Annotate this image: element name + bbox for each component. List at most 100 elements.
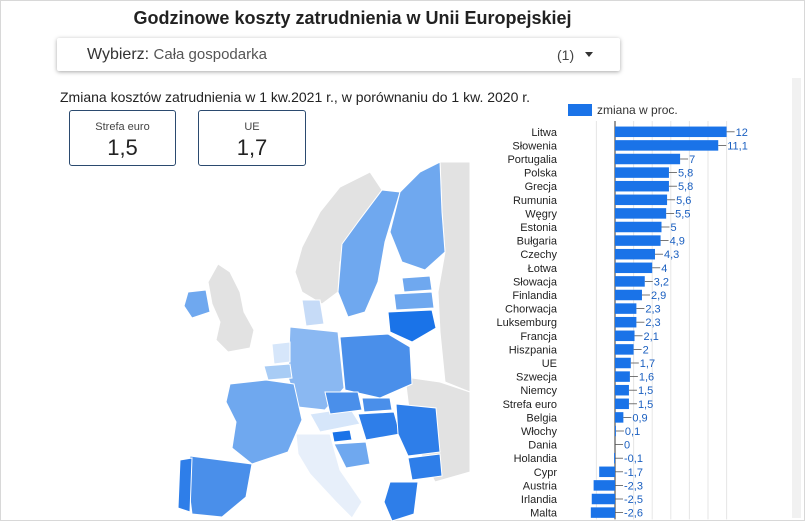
bar[interactable] bbox=[615, 303, 637, 314]
bar[interactable] bbox=[615, 289, 642, 301]
map-region-bulgaria bbox=[407, 453, 443, 481]
bar[interactable] bbox=[615, 140, 719, 151]
category-label: Hiszpania bbox=[509, 344, 558, 356]
map-region-finland bbox=[389, 161, 446, 271]
selector-label: Wybierz: Cała gospodarka bbox=[87, 46, 267, 63]
category-label: Bułgaria bbox=[517, 236, 558, 248]
value-label: 7 bbox=[689, 154, 695, 166]
bar[interactable] bbox=[615, 180, 669, 192]
kpi-value: 1,7 bbox=[236, 135, 268, 160]
kpi-value: 1,5 bbox=[107, 135, 138, 160]
bar[interactable] bbox=[615, 262, 653, 274]
bars: Litwa 12 Słowenia 11,1 Portugalia 7 Polska 5,8 G… bbox=[496, 126, 748, 520]
category-label: Dania bbox=[528, 440, 558, 452]
category-label: Niemcy bbox=[520, 385, 557, 397]
bar[interactable] bbox=[615, 167, 669, 178]
map-region-netherlands bbox=[271, 341, 291, 365]
value-label: 1,5 bbox=[638, 399, 653, 411]
legend-swatch bbox=[568, 104, 592, 116]
category-label: Austria bbox=[523, 480, 558, 492]
bar[interactable] bbox=[615, 221, 662, 233]
bar[interactable] bbox=[593, 480, 615, 491]
bar[interactable] bbox=[615, 208, 667, 219]
map-region-lithuania bbox=[387, 309, 437, 343]
value-label: -2,6 bbox=[624, 508, 643, 520]
value-label: 2,3 bbox=[645, 317, 660, 329]
category-label: Strefa euro bbox=[503, 399, 557, 411]
bar[interactable] bbox=[591, 493, 615, 505]
kpi-eu: UE 1,7 bbox=[198, 110, 306, 166]
kpi-label: UE bbox=[244, 121, 260, 133]
kpi-label: Strefa euro bbox=[95, 121, 150, 133]
bar[interactable] bbox=[614, 452, 615, 464]
selector-count: (1) bbox=[557, 47, 575, 63]
category-label: Holandia bbox=[514, 453, 558, 465]
bar[interactable] bbox=[615, 235, 661, 246]
value-label: 0,9 bbox=[632, 412, 647, 424]
map-region-slovakia bbox=[361, 397, 393, 413]
bar[interactable] bbox=[615, 248, 655, 260]
value-label: 4,3 bbox=[664, 249, 679, 261]
category-label: Portugalia bbox=[507, 154, 557, 166]
category-label: Litwa bbox=[531, 127, 558, 139]
category-label: Irlandia bbox=[521, 494, 558, 506]
category-label: Luksemburg bbox=[496, 317, 557, 329]
value-label: 0 bbox=[624, 440, 630, 452]
bar[interactable] bbox=[615, 153, 681, 165]
category-label: Estonia bbox=[520, 222, 558, 234]
map-region-denmark bbox=[301, 299, 325, 327]
map-region-slovenia bbox=[331, 429, 353, 443]
map-region-croatia bbox=[333, 441, 371, 469]
kpi-euro-area: Strefa euro 1,5 bbox=[69, 110, 176, 166]
category-selector[interactable]: Wybierz: Cała gospodarka (1) bbox=[57, 38, 620, 71]
bar[interactable] bbox=[615, 330, 635, 342]
scrollbar[interactable] bbox=[792, 78, 801, 518]
bar[interactable] bbox=[615, 384, 629, 396]
map-region-romania bbox=[395, 403, 441, 457]
bar[interactable] bbox=[615, 398, 629, 410]
map-region-portugal bbox=[177, 457, 193, 513]
category-label: Polska bbox=[524, 168, 558, 180]
category-label: Cypr bbox=[534, 467, 558, 479]
category-label: Węgry bbox=[525, 208, 557, 220]
category-label: Rumunia bbox=[513, 195, 558, 207]
bar[interactable] bbox=[615, 412, 624, 423]
bar[interactable] bbox=[615, 316, 637, 328]
map-region-italy bbox=[295, 433, 363, 519]
bar-chart: zmiana w proc. Litwa 12 Słowenia 11,1 Portug… bbox=[496, 103, 748, 520]
map-region-belgium bbox=[263, 363, 293, 381]
bar[interactable] bbox=[615, 194, 668, 206]
value-label: -2,5 bbox=[624, 494, 643, 506]
map-region-latvia bbox=[393, 291, 435, 311]
bar[interactable] bbox=[599, 466, 615, 478]
category-label: Belgia bbox=[526, 412, 557, 424]
europe-choropleth-map[interactable] bbox=[40, 152, 470, 521]
category-label: Francja bbox=[520, 331, 558, 343]
bar[interactable] bbox=[615, 344, 634, 355]
value-label: 1,7 bbox=[640, 358, 655, 370]
value-label: -0,1 bbox=[624, 453, 643, 465]
bar[interactable] bbox=[615, 371, 630, 382]
value-label: 5,6 bbox=[676, 195, 691, 207]
bar[interactable] bbox=[615, 357, 631, 369]
bar[interactable] bbox=[615, 126, 727, 138]
value-label: 11,1 bbox=[727, 140, 748, 152]
map-region-greece bbox=[383, 481, 419, 521]
value-label: 3,2 bbox=[654, 276, 669, 288]
category-label: Słowenia bbox=[512, 140, 558, 152]
value-label: 5,5 bbox=[675, 208, 690, 220]
map-region-poland bbox=[339, 333, 413, 399]
value-label: -2,3 bbox=[624, 480, 643, 492]
value-label: 2,3 bbox=[645, 304, 660, 316]
bar[interactable] bbox=[615, 276, 645, 287]
bar[interactable] bbox=[615, 425, 616, 437]
dropdown-arrow-icon[interactable] bbox=[585, 52, 593, 57]
category-label: Grecja bbox=[525, 181, 558, 193]
value-label: 1,5 bbox=[638, 385, 653, 397]
value-label: 2 bbox=[643, 344, 649, 356]
value-label: 2,9 bbox=[651, 290, 666, 302]
category-label: UE bbox=[542, 358, 557, 370]
bar[interactable] bbox=[590, 507, 615, 518]
map-region-uk bbox=[207, 263, 255, 353]
map-region-hungary bbox=[357, 411, 401, 441]
